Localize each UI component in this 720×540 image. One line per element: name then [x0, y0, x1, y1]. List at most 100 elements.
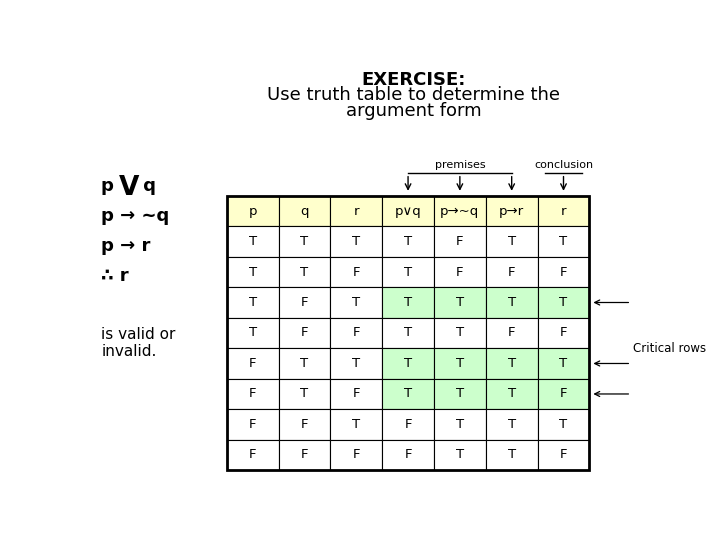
Text: q: q — [300, 205, 309, 218]
Text: F: F — [249, 418, 256, 431]
Text: F: F — [559, 266, 567, 279]
Text: T: T — [300, 357, 308, 370]
Bar — [279, 226, 330, 256]
Bar — [486, 226, 538, 256]
Text: F: F — [456, 235, 464, 248]
Bar — [279, 348, 330, 379]
Bar — [382, 226, 434, 256]
Bar — [538, 196, 590, 226]
Bar — [486, 409, 538, 440]
Bar — [227, 196, 279, 226]
Text: F: F — [508, 266, 516, 279]
Bar — [538, 287, 590, 318]
Bar — [434, 348, 486, 379]
Bar — [538, 318, 590, 348]
Bar — [227, 226, 279, 256]
Text: T: T — [508, 235, 516, 248]
Bar — [434, 318, 486, 348]
Text: F: F — [353, 327, 360, 340]
Text: ∴ r: ∴ r — [101, 267, 129, 285]
Text: T: T — [559, 296, 567, 309]
Text: Use truth table to determine the: Use truth table to determine the — [267, 85, 560, 104]
Text: premises: premises — [435, 160, 485, 170]
Bar — [279, 256, 330, 287]
Text: T: T — [508, 448, 516, 462]
Bar — [227, 196, 590, 470]
Text: F: F — [405, 418, 412, 431]
Text: T: T — [404, 327, 412, 340]
Bar — [227, 348, 279, 379]
Text: T: T — [508, 357, 516, 370]
Bar — [434, 196, 486, 226]
Bar — [486, 440, 538, 470]
Text: T: T — [404, 296, 412, 309]
Text: T: T — [404, 266, 412, 279]
Bar — [279, 379, 330, 409]
Bar — [227, 440, 279, 470]
Bar — [279, 196, 330, 226]
Bar — [538, 440, 590, 470]
Bar — [486, 287, 538, 318]
Bar — [279, 409, 330, 440]
Bar — [279, 440, 330, 470]
Text: T: T — [352, 235, 360, 248]
Text: r: r — [561, 205, 566, 218]
Bar — [538, 226, 590, 256]
Bar — [382, 409, 434, 440]
Text: T: T — [300, 266, 308, 279]
Text: F: F — [559, 388, 567, 401]
Bar — [486, 318, 538, 348]
Text: F: F — [249, 388, 256, 401]
Text: T: T — [404, 388, 412, 401]
Bar — [330, 440, 382, 470]
Bar — [227, 287, 279, 318]
Bar — [330, 409, 382, 440]
Text: F: F — [405, 448, 412, 462]
Text: F: F — [559, 448, 567, 462]
Text: F: F — [353, 388, 360, 401]
Text: T: T — [248, 296, 256, 309]
Text: F: F — [249, 448, 256, 462]
Bar — [279, 318, 330, 348]
Bar — [382, 287, 434, 318]
Bar — [382, 348, 434, 379]
Text: F: F — [353, 266, 360, 279]
Text: argument form: argument form — [346, 102, 482, 120]
Text: T: T — [508, 388, 516, 401]
Text: T: T — [456, 327, 464, 340]
Bar — [227, 379, 279, 409]
Text: T: T — [456, 357, 464, 370]
Text: F: F — [301, 448, 308, 462]
Text: T: T — [508, 418, 516, 431]
Text: T: T — [559, 357, 567, 370]
Text: T: T — [508, 296, 516, 309]
Text: r: r — [354, 205, 359, 218]
Text: T: T — [300, 235, 308, 248]
Bar — [486, 196, 538, 226]
Bar — [227, 409, 279, 440]
Text: T: T — [352, 357, 360, 370]
Bar — [330, 226, 382, 256]
Text: p → ~q: p → ~q — [101, 207, 169, 225]
Text: T: T — [352, 418, 360, 431]
Bar — [279, 287, 330, 318]
Bar — [538, 256, 590, 287]
Bar — [330, 256, 382, 287]
Text: conclusion: conclusion — [534, 160, 593, 170]
Bar — [330, 318, 382, 348]
Text: F: F — [301, 296, 308, 309]
Text: F: F — [508, 327, 516, 340]
Bar — [227, 318, 279, 348]
Bar — [434, 440, 486, 470]
Text: F: F — [249, 357, 256, 370]
Text: T: T — [456, 448, 464, 462]
Bar — [382, 256, 434, 287]
Bar — [330, 287, 382, 318]
Text: p→r: p→r — [499, 205, 524, 218]
Text: F: F — [353, 448, 360, 462]
Bar — [434, 287, 486, 318]
Bar — [538, 409, 590, 440]
Text: p: p — [248, 205, 257, 218]
Bar — [434, 256, 486, 287]
Bar — [382, 379, 434, 409]
